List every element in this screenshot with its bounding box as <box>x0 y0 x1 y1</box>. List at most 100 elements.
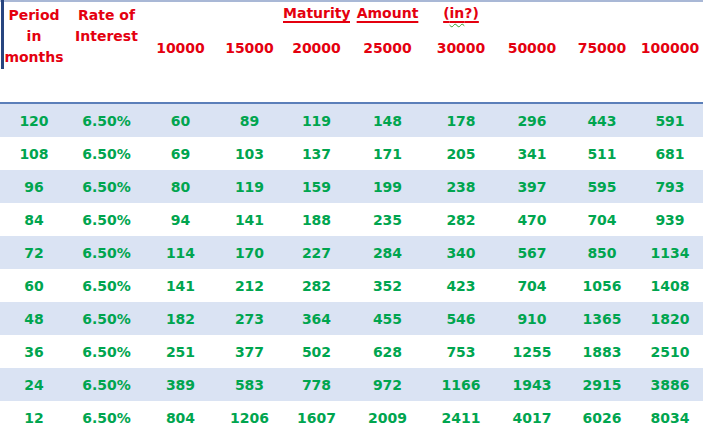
value-cell: 148 <box>350 103 425 137</box>
value-cell: 89 <box>216 103 283 137</box>
deposit-amount-header: 30000 <box>425 37 497 103</box>
rate-cell: 6.50% <box>68 236 145 269</box>
period-cell: 24 <box>0 368 68 401</box>
value-cell: 182 <box>145 302 216 335</box>
rate-cell: 6.50% <box>68 170 145 203</box>
value-cell: 3886 <box>637 368 703 401</box>
value-cell: 188 <box>283 203 350 236</box>
in-currency-label: (in?) <box>425 2 497 37</box>
value-cell: 94 <box>145 203 216 236</box>
rate-cell: 6.50% <box>68 401 145 433</box>
value-cell: 778 <box>283 368 350 401</box>
rate-column-header: Rate of Interest <box>68 2 145 103</box>
value-cell: 2915 <box>567 368 637 401</box>
header-spacer <box>497 2 567 37</box>
header-spacer <box>567 2 637 37</box>
value-cell: 502 <box>283 335 350 368</box>
deposit-amount-header: 15000 <box>216 37 283 103</box>
value-cell: 511 <box>567 137 637 170</box>
rate-cell: 6.50% <box>68 368 145 401</box>
value-cell: 567 <box>497 236 567 269</box>
table-row: 108 6.50% 69 103 137 171 205 341 511 681 <box>0 137 703 170</box>
value-cell: 251 <box>145 335 216 368</box>
table-body: 120 6.50% 60 89 119 148 178 296 443 591 … <box>0 103 703 433</box>
value-cell: 6026 <box>567 401 637 433</box>
table-header: Period in months Rate of Interest Maturi… <box>0 2 703 103</box>
table-top-border <box>0 0 703 2</box>
value-cell: 455 <box>350 302 425 335</box>
rate-cell: 6.50% <box>68 335 145 368</box>
value-cell: 341 <box>497 137 567 170</box>
table-row: 60 6.50% 141 212 282 352 423 704 1056 14… <box>0 269 703 302</box>
value-cell: 804 <box>145 401 216 433</box>
table-row: 48 6.50% 182 273 364 455 546 910 1365 18… <box>0 302 703 335</box>
value-cell: 364 <box>283 302 350 335</box>
period-cell: 36 <box>0 335 68 368</box>
value-cell: 227 <box>283 236 350 269</box>
value-cell: 423 <box>425 269 497 302</box>
value-cell: 793 <box>637 170 703 203</box>
value-cell: 704 <box>567 203 637 236</box>
value-cell: 595 <box>567 170 637 203</box>
value-cell: 103 <box>216 137 283 170</box>
value-cell: 1883 <box>567 335 637 368</box>
period-cell: 120 <box>0 103 68 137</box>
value-cell: 1134 <box>637 236 703 269</box>
rate-cell: 6.50% <box>68 302 145 335</box>
value-cell: 296 <box>497 103 567 137</box>
value-cell: 282 <box>425 203 497 236</box>
period-cell: 84 <box>0 203 68 236</box>
header-label-row: Period in months Rate of Interest Maturi… <box>0 2 703 37</box>
value-cell: 704 <box>497 269 567 302</box>
value-cell: 377 <box>216 335 283 368</box>
value-cell: 681 <box>637 137 703 170</box>
period-cell: 48 <box>0 302 68 335</box>
header-spacer <box>216 2 283 37</box>
value-cell: 591 <box>637 103 703 137</box>
period-cell: 12 <box>0 401 68 433</box>
value-cell: 340 <box>425 236 497 269</box>
rate-cell: 6.50% <box>68 269 145 302</box>
value-cell: 171 <box>350 137 425 170</box>
value-cell: 69 <box>145 137 216 170</box>
value-cell: 1820 <box>637 302 703 335</box>
value-cell: 546 <box>425 302 497 335</box>
value-cell: 352 <box>350 269 425 302</box>
value-cell: 119 <box>283 103 350 137</box>
maturity-label: Maturity <box>283 2 350 37</box>
value-cell: 939 <box>637 203 703 236</box>
value-cell: 470 <box>497 203 567 236</box>
table-row: 120 6.50% 60 89 119 148 178 296 443 591 <box>0 103 703 137</box>
value-cell: 2510 <box>637 335 703 368</box>
value-cell: 178 <box>425 103 497 137</box>
value-cell: 1943 <box>497 368 567 401</box>
value-cell: 137 <box>283 137 350 170</box>
amount-label: Amount <box>350 2 425 37</box>
maturity-amount-table: Period in months Rate of Interest Maturi… <box>0 2 703 433</box>
period-cell: 72 <box>0 236 68 269</box>
deposit-amount-header: 10000 <box>145 37 216 103</box>
rate-cell: 6.50% <box>68 137 145 170</box>
value-cell: 850 <box>567 236 637 269</box>
period-cell: 60 <box>0 269 68 302</box>
deposit-amount-header: 50000 <box>497 37 567 103</box>
period-column-header: Period in months <box>0 2 68 103</box>
period-cell: 108 <box>0 137 68 170</box>
value-cell: 282 <box>283 269 350 302</box>
value-cell: 4017 <box>497 401 567 433</box>
value-cell: 1255 <box>497 335 567 368</box>
value-cell: 1056 <box>567 269 637 302</box>
deposit-amount-header: 25000 <box>350 37 425 103</box>
value-cell: 212 <box>216 269 283 302</box>
value-cell: 284 <box>350 236 425 269</box>
table-row: 84 6.50% 94 141 188 235 282 470 704 939 <box>0 203 703 236</box>
value-cell: 159 <box>283 170 350 203</box>
value-cell: 972 <box>350 368 425 401</box>
value-cell: 443 <box>567 103 637 137</box>
table-row: 12 6.50% 804 1206 1607 2009 2411 4017 60… <box>0 401 703 433</box>
value-cell: 114 <box>145 236 216 269</box>
value-cell: 1408 <box>637 269 703 302</box>
value-cell: 8034 <box>637 401 703 433</box>
value-cell: 628 <box>350 335 425 368</box>
value-cell: 1607 <box>283 401 350 433</box>
